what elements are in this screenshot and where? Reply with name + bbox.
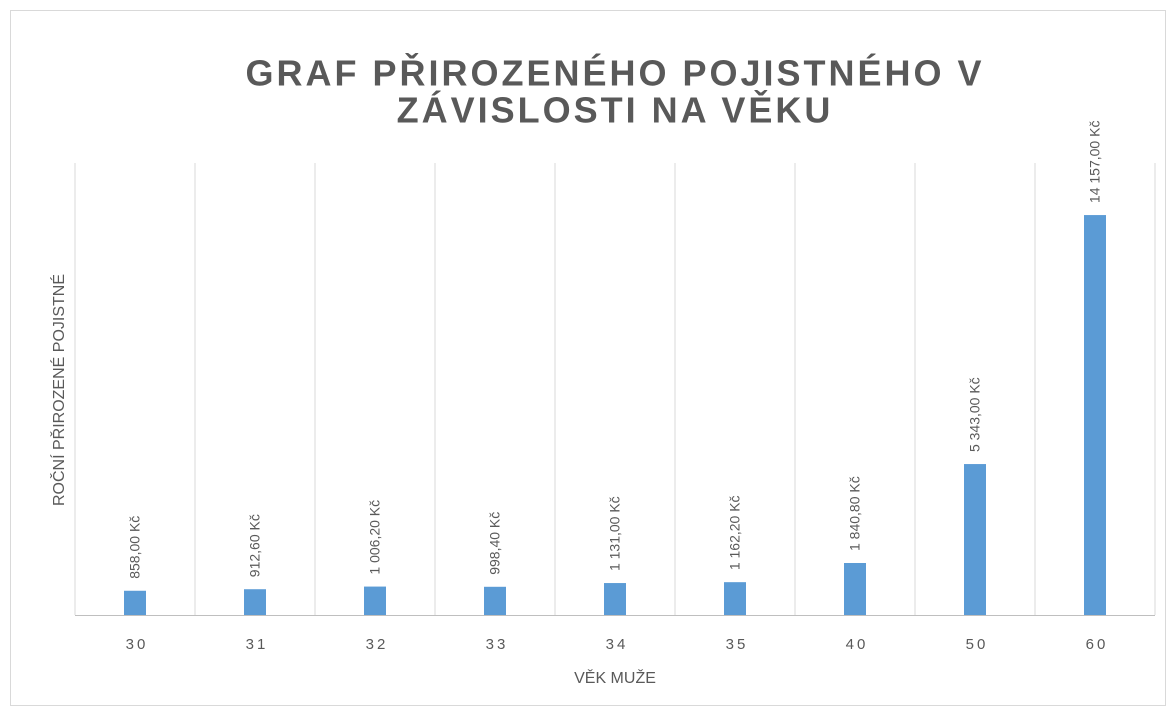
data-label: 1 162,20 Kč — [727, 495, 743, 570]
chart-title: ZÁVISLOSTI NA VĚKU — [397, 89, 834, 131]
data-label: 14 157,00 Kč — [1087, 121, 1103, 204]
x-axis-label: VĚK MUŽE — [574, 668, 656, 687]
bar — [844, 562, 866, 615]
bar — [484, 586, 506, 615]
x-tick-label: 30 — [126, 636, 149, 653]
bar — [1084, 215, 1106, 615]
y-axis-label: ROČNÍ PŘIROZENÉ POJISTNÉ — [49, 274, 68, 506]
x-tick-label: 40 — [846, 636, 869, 653]
x-tick-label: 35 — [726, 636, 749, 653]
x-tick-label: 33 — [486, 636, 509, 653]
data-label: 858,00 Kč — [127, 516, 143, 579]
x-tick-label: 34 — [606, 636, 629, 653]
x-tick-label: 60 — [1086, 636, 1109, 653]
data-label: 5 343,00 Kč — [967, 377, 983, 452]
data-label: 998,40 Kč — [487, 512, 503, 575]
x-tick-label: 31 — [246, 636, 269, 653]
data-label: 912,60 Kč — [247, 514, 263, 577]
bar — [724, 582, 746, 615]
x-tick-label: 32 — [366, 636, 389, 653]
x-tick-label: 50 — [966, 636, 989, 653]
data-label: 1 131,00 Kč — [607, 496, 623, 571]
bar — [364, 586, 386, 615]
data-label: 1 006,20 Kč — [367, 500, 383, 575]
bar — [964, 464, 986, 615]
bar — [604, 583, 626, 615]
bar — [244, 589, 266, 615]
chart-title: GRAF PŘIROZENÉHO POJISTNÉHO V — [245, 52, 984, 94]
data-label: 1 840,80 Kč — [847, 476, 863, 551]
bar — [124, 590, 146, 615]
